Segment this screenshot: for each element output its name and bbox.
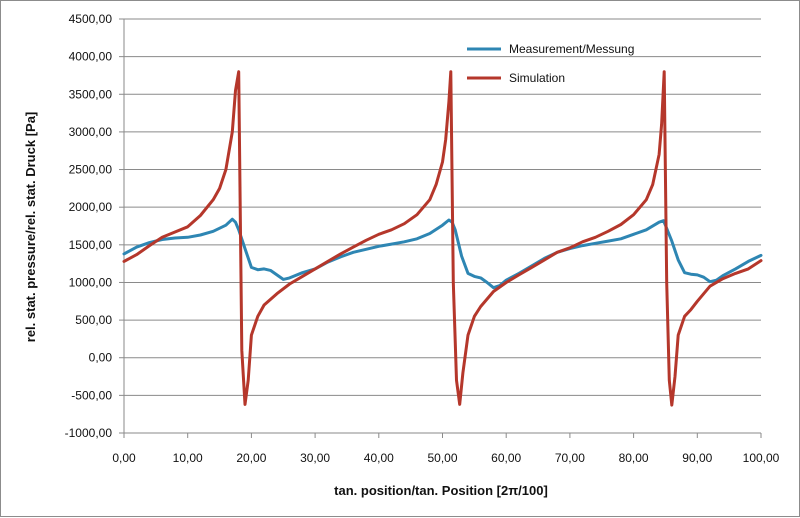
y-tick-label: -1000,00: [65, 426, 113, 440]
x-tick-label: 70,00: [555, 451, 585, 465]
y-tick-label: 2000,00: [69, 200, 113, 214]
y-tick-labels: 4500,00 4000,00 3500,00 3000,00 2500,00 2000,…: [65, 12, 113, 440]
legend: Measurement/Messung Simulation: [467, 42, 634, 85]
x-axis-title: tan. position/tan. Position [2π/100]: [334, 483, 548, 498]
x-tick-label: 90,00: [682, 451, 712, 465]
y-tick-label: 2500,00: [69, 163, 113, 177]
series-lines: [122, 70, 763, 407]
x-tick-label: 80,00: [619, 451, 649, 465]
x-tick-labels: 0,00 10,00 20,00 30,00 40,00 50,00 60,00 70,00 8…: [112, 451, 779, 465]
x-tick-label: 100,00: [743, 451, 780, 465]
x-tick-label: 0,00: [112, 451, 136, 465]
y-tick-label: 4000,00: [69, 50, 113, 64]
legend-label-simulation: Simulation: [509, 71, 565, 85]
x-tick-label: 60,00: [491, 451, 521, 465]
y-tick-label: 3500,00: [69, 87, 113, 101]
y-tick-label: 3000,00: [69, 125, 113, 139]
y-tick-label: 4500,00: [69, 12, 113, 26]
x-tick-label: 50,00: [427, 451, 457, 465]
x-tick-label: 20,00: [236, 451, 266, 465]
y-tick-label: -500,00: [71, 388, 112, 402]
legend-label-measurement: Measurement/Messung: [509, 42, 634, 56]
y-tick-label: 1500,00: [69, 238, 113, 252]
x-tick-label: 10,00: [173, 451, 203, 465]
y-axis-title: rel. stat. pressure/rel. stat. Druck [Pa…: [23, 112, 38, 342]
y-tick-label: 0,00: [89, 351, 113, 365]
simulation-line: [122, 70, 763, 407]
x-tick-label: 40,00: [364, 451, 394, 465]
y-tick-label: 1000,00: [69, 275, 113, 289]
axes: [119, 18, 762, 438]
y-tick-label: 500,00: [75, 313, 112, 327]
x-tick-label: 30,00: [300, 451, 330, 465]
